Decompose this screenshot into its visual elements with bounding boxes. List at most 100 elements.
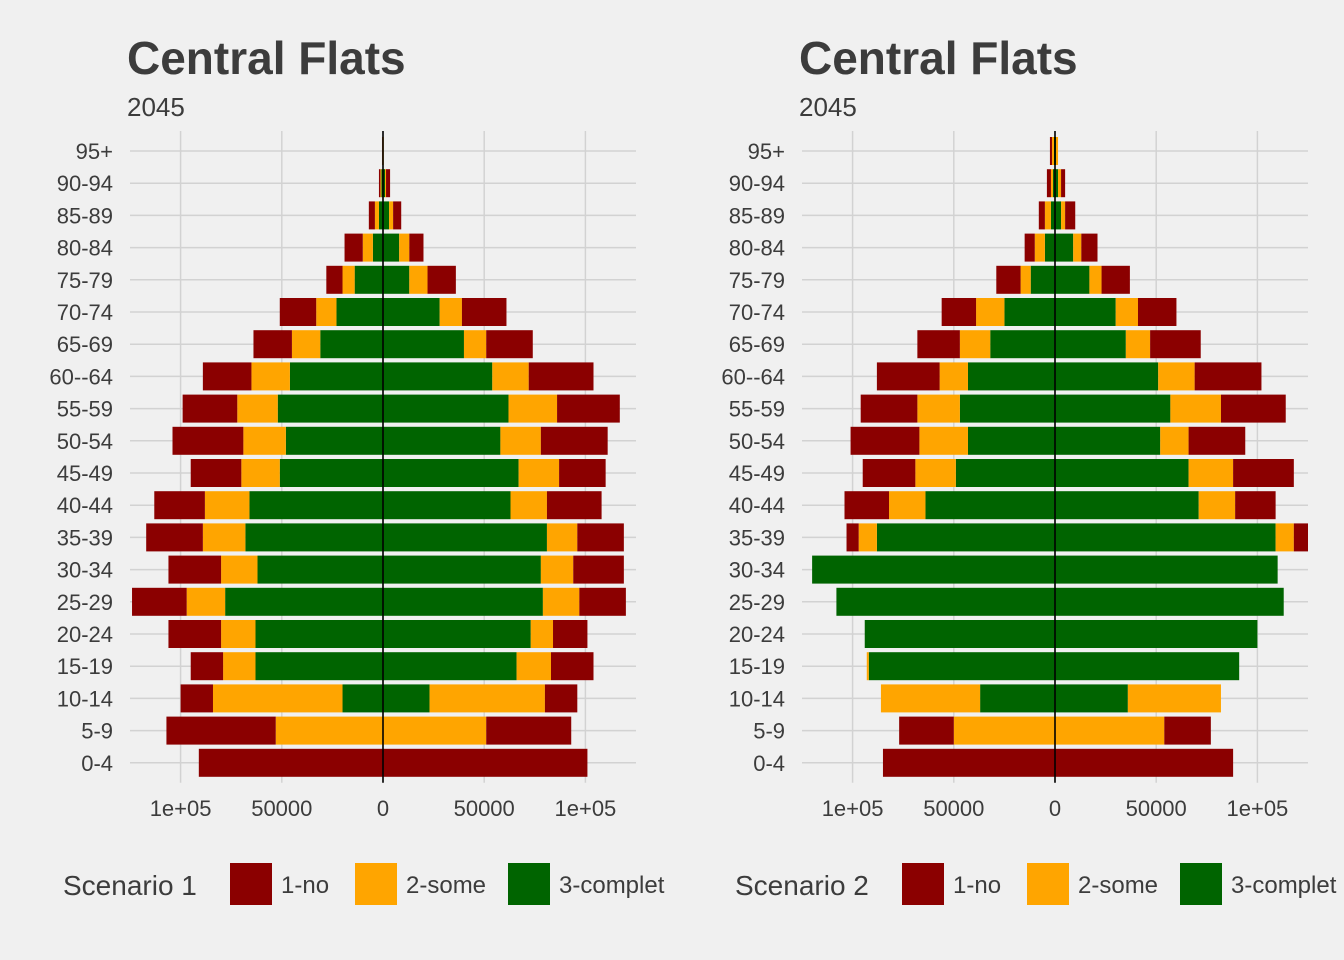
y-tick-label: 25-29 — [729, 590, 785, 615]
bar-right-1-no-15-19 — [550, 652, 594, 681]
bar-left-3-complet-10-14 — [980, 684, 1055, 713]
bar-left-2-some-55-59 — [917, 394, 960, 423]
y-tick-label: 5-9 — [753, 719, 785, 744]
legend-title: Scenario 2 — [735, 870, 869, 901]
x-tick-label: 50000 — [923, 796, 984, 821]
bar-left-3-complet-10-14 — [342, 684, 383, 713]
bar-left-1-no-5-9 — [899, 716, 954, 745]
bar-right-2-some-65-69 — [1125, 330, 1151, 359]
bar-right-1-no-45-49 — [559, 459, 606, 487]
bar-left-1-no-95 — [1049, 137, 1052, 165]
legend-key-1-no — [902, 863, 944, 905]
bar-left-1-no-15-19 — [190, 652, 224, 681]
bar-right-3-complet-70-74 — [383, 298, 440, 326]
legend-title: Scenario 1 — [63, 870, 197, 901]
y-tick-label: 65-69 — [729, 332, 785, 357]
bar-left-3-complet-25-29 — [225, 587, 383, 616]
bar-left-3-complet-70-74 — [1004, 298, 1055, 326]
bar-left-2-some-85-89 — [374, 201, 379, 230]
bar-right-2-some-80-84 — [1073, 233, 1082, 262]
bar-right-1-no-80-84 — [409, 233, 424, 262]
bar-left-2-some-5-9 — [953, 716, 1055, 745]
bar-right-1-no-75-79 — [427, 265, 456, 294]
bar-left-1-no-75-79 — [326, 265, 343, 294]
bar-right-2-some-90-94 — [385, 169, 387, 198]
bar-right-1-no-0-4 — [383, 748, 588, 777]
legend-key-2-some — [355, 863, 397, 905]
x-tick-label: 1e+05 — [555, 796, 617, 821]
y-tick-label: 0-4 — [753, 751, 785, 776]
bar-right-1-no-85-89 — [393, 201, 402, 230]
bar-left-3-complet-75-79 — [354, 265, 383, 294]
y-tick-label: 5-9 — [81, 719, 113, 744]
bar-left-1-no-20-24 — [168, 620, 222, 648]
bar-right-2-some-10-14 — [429, 684, 545, 713]
bar-right-3-complet-55-59 — [1055, 394, 1171, 423]
bar-left-2-some-50-54 — [919, 426, 968, 455]
bar-left-3-complet-20-24 — [864, 620, 1055, 648]
bar-right-3-complet-25-29 — [1055, 587, 1284, 616]
bar-left-3-complet-35-39 — [876, 523, 1055, 552]
bar-left-3-complet-15-19 — [255, 652, 383, 681]
bar-right-2-some-35-39 — [1275, 523, 1294, 552]
bar-left-1-no-65-69 — [917, 330, 960, 359]
bar-left-1-no-70-74 — [279, 298, 317, 326]
bar-left-2-some-70-74 — [976, 298, 1005, 326]
bar-left-1-no-60-64 — [202, 362, 252, 391]
bar-right-1-no-65-69 — [1150, 330, 1201, 359]
bar-left-1-no-65-69 — [253, 330, 292, 359]
bar-right-2-some-75-79 — [409, 265, 428, 294]
legend-key-1-no — [230, 863, 272, 905]
chart-subtitle: 2045 — [127, 92, 185, 122]
bar-left-2-some-80-84 — [362, 233, 373, 262]
bar-right-3-complet-15-19 — [383, 652, 517, 681]
y-tick-label: 60--64 — [721, 364, 785, 389]
bar-right-3-complet-20-24 — [383, 620, 531, 648]
x-tick-label: 50000 — [1126, 796, 1187, 821]
bar-left-3-complet-40-44 — [249, 491, 383, 520]
bar-left-2-some-25-29 — [186, 587, 226, 616]
y-tick-label: 75-79 — [57, 268, 113, 293]
bar-left-2-some-45-49 — [241, 459, 280, 487]
bar-right-2-some-70-74 — [1115, 298, 1138, 326]
bar-right-3-complet-90-94 — [383, 169, 386, 198]
bar-right-3-complet-50-54 — [383, 426, 501, 455]
y-tick-label: 10-14 — [57, 686, 113, 711]
bar-left-3-complet-90-94 — [1052, 169, 1055, 198]
bar-left-1-no-35-39 — [846, 523, 859, 552]
bar-left-2-some-65-69 — [959, 330, 991, 359]
bar-right-2-some-35-39 — [546, 523, 578, 552]
x-tick-label: 50000 — [454, 796, 515, 821]
bar-right-2-some-50-54 — [500, 426, 541, 455]
bar-left-2-some-15-19 — [223, 652, 256, 681]
y-tick-label: 85-89 — [729, 203, 785, 228]
y-tick-label: 95+ — [748, 139, 785, 164]
bars — [812, 137, 1308, 777]
bar-right-2-some-30-34 — [540, 555, 574, 584]
chart-title: Central Flats — [799, 32, 1078, 84]
bar-left-2-some-40-44 — [889, 491, 926, 520]
bar-left-2-some-80-84 — [1034, 233, 1045, 262]
y-tick-label: 40-44 — [729, 493, 785, 518]
bar-right-1-no-0-4 — [1055, 748, 1234, 777]
bar-left-2-some-50-54 — [243, 426, 286, 455]
legend: Scenario 1 1-no 2-some 3-complet — [63, 863, 665, 905]
bar-left-2-some-95 — [1051, 137, 1054, 165]
bar-right-1-no-60-64 — [1194, 362, 1262, 391]
bar-right-3-complet-80-84 — [383, 233, 400, 262]
x-tick-label: 1e+05 — [822, 796, 884, 821]
y-tick-label: 80-84 — [729, 236, 785, 261]
legend-key-3-complet — [1180, 863, 1222, 905]
bar-left-1-no-40-44 — [844, 491, 890, 520]
bar-right-1-no-50-54 — [1188, 426, 1246, 455]
bar-left-2-some-20-24 — [221, 620, 256, 648]
bar-left-3-complet-50-54 — [967, 426, 1055, 455]
y-tick-label: 70-74 — [729, 300, 785, 325]
bar-right-3-complet-55-59 — [383, 394, 509, 423]
legend-label-3-complet: 3-complet — [1231, 872, 1337, 899]
bar-right-1-no-55-59 — [1220, 394, 1286, 423]
bar-left-3-complet-45-49 — [955, 459, 1055, 487]
bar-left-3-complet-40-44 — [925, 491, 1055, 520]
bar-left-3-complet-45-49 — [279, 459, 383, 487]
bar-right-1-no-50-54 — [540, 426, 608, 455]
